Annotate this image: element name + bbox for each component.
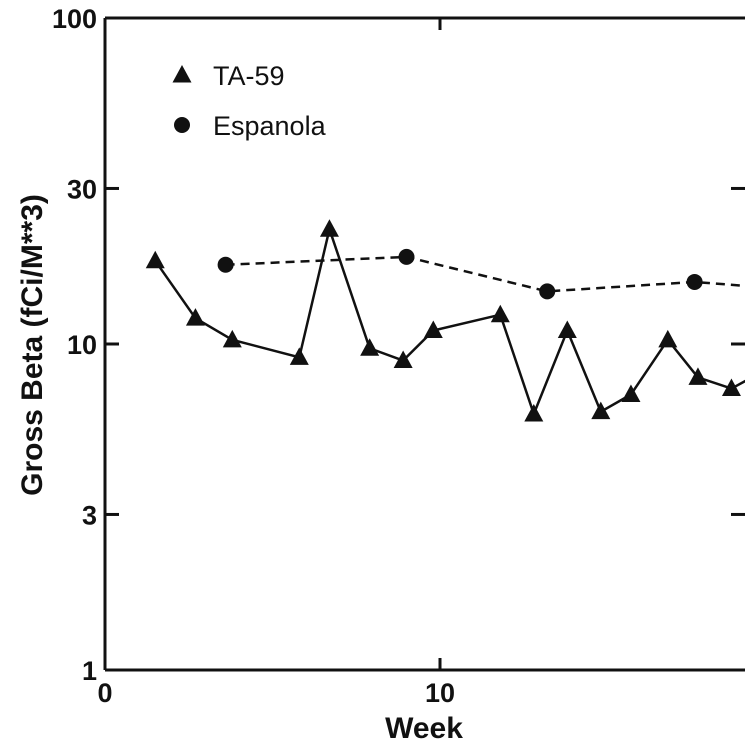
data-point-triangle [591,401,611,420]
y-tick-label: 30 [67,174,97,204]
data-point-circle [686,273,703,290]
y-tick-label: 10 [67,330,97,360]
legend-marker-triangle [172,65,192,83]
x-tick-label: 0 [97,678,112,708]
data-point-triangle [423,320,443,339]
x-axis-title: Week [385,712,463,745]
x-tick-label: 10 [425,678,455,708]
series-line [154,224,745,418]
data-point-triangle [145,250,165,269]
data-point-triangle [393,350,413,368]
data-point-triangle [490,304,510,323]
data-point-triangle [688,367,708,385]
data-point-triangle [289,347,309,365]
data-point-triangle [319,219,339,237]
series-ta-59 [145,219,745,422]
data-point-triangle [621,384,641,402]
data-point-triangle [185,308,205,326]
data-point-triangle [222,329,242,348]
data-point-circle [398,248,415,265]
data-point-triangle [524,403,544,422]
data-point-triangle [360,338,380,356]
series-layer [145,219,745,422]
x-ticks [103,18,442,670]
plot-frame [103,16,745,672]
x-tick-labels: 01020304050 [97,678,455,708]
legend: TA-59 Espanola [172,61,327,141]
legend-label: Espanola [213,111,327,141]
data-point-circle [539,283,556,300]
y-tick-labels: 1 3 10 30 100 [52,4,97,686]
y-ticks [105,16,745,672]
y-tick-label: 100 [52,4,97,34]
y-tick-label: 1 [82,656,97,686]
legend-label: TA-59 [213,61,285,91]
data-point-circle [217,256,234,273]
data-point-triangle [721,378,741,397]
series-espanola [217,248,745,300]
series-line [225,255,745,293]
y-axis-title: Gross Beta (fCi/M**3) [16,194,49,496]
legend-marker-circle [174,117,190,133]
data-point-triangle [557,320,577,339]
y-tick-label: 3 [82,500,97,530]
data-point-triangle [658,329,678,348]
